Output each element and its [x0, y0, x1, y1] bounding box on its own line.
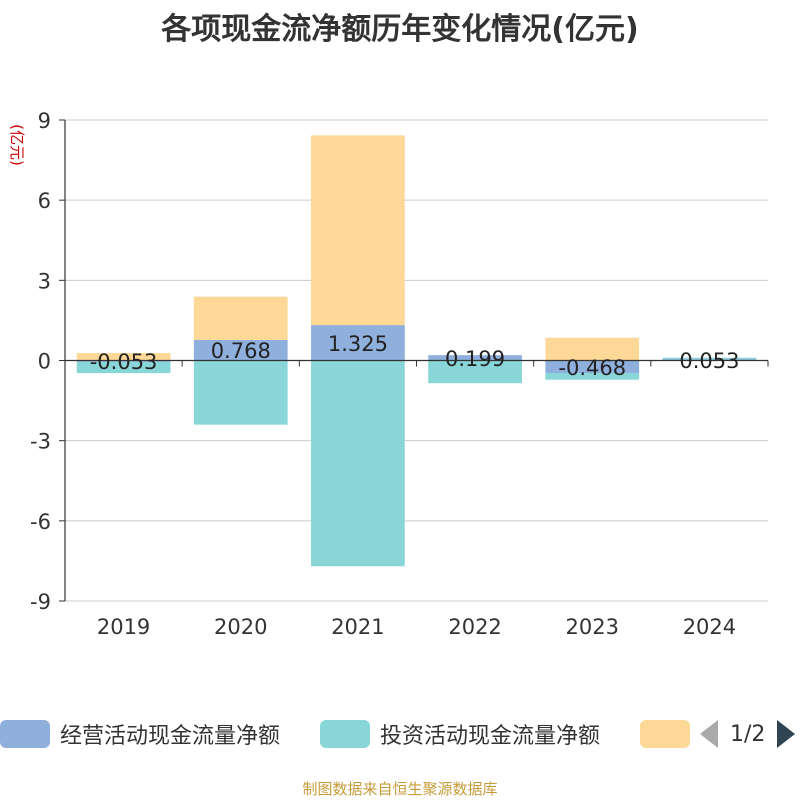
bar-2020-series-1[interactable] [193, 360, 288, 425]
bar-2023-series-0[interactable] [545, 360, 640, 374]
bar-2022-series-0[interactable] [428, 355, 522, 361]
bar-2019-series-0[interactable] [76, 360, 171, 362]
y-tick-label: 9 [38, 109, 51, 133]
chart-title: 各项现金流净额历年变化情况(亿元) [161, 12, 639, 47]
data-label-2022: 0.199 [445, 347, 505, 371]
bar-2021-series-1[interactable] [311, 360, 405, 567]
bar-2023-series-1[interactable] [545, 373, 640, 380]
data-labels: -0.053 0.768 1.325 0.199 -0.468 0.053 [90, 332, 740, 380]
bars [76, 135, 757, 567]
y-tick-label: 6 [38, 189, 51, 213]
y-tick-label: 0 [38, 350, 51, 374]
x-tick-label: 2024 [683, 615, 736, 639]
bar-2019-series-1[interactable] [76, 361, 171, 374]
x-tick-label: 2022 [448, 615, 501, 639]
legend-swatch-operating [0, 720, 50, 748]
data-label-2020: 0.768 [211, 339, 271, 363]
legend-next-icon[interactable] [777, 720, 796, 748]
legend-swatch-investing [320, 720, 370, 748]
bar-2023-series-2[interactable] [545, 337, 640, 361]
y-tick-label: -9 [30, 590, 51, 614]
x-tick-label: 2023 [566, 615, 619, 639]
data-label-2021: 1.325 [328, 332, 388, 356]
data-label-2023: -0.468 [558, 356, 626, 380]
x-tick-label: 2021 [331, 615, 384, 639]
legend-page-indicator: 1/2 [730, 721, 766, 747]
grid-lines [65, 119, 768, 602]
y-axis-title: (亿元) [8, 124, 26, 166]
legend-pager: 1/2 [700, 714, 796, 754]
legend-item-operating[interactable]: 经营活动现金流量净额 [0, 714, 280, 754]
y-tick-label: -6 [30, 510, 51, 534]
bar-2022-series-1[interactable] [428, 360, 522, 384]
chart-plot: 9 6 3 0 -3 -6 -9 2019 2020 2021 2022 2023 2024 -0.05… [8, 109, 769, 639]
legend-prev-icon[interactable] [700, 720, 718, 748]
x-tick-label: 2019 [97, 615, 150, 639]
source-note: 制图数据来自恒生聚源数据库 [302, 780, 498, 798]
bar-2024-series-0[interactable] [662, 359, 757, 361]
bar-2019-series-2[interactable] [76, 353, 171, 361]
data-label-2024: 0.053 [679, 349, 739, 373]
bar-2020-series-2[interactable] [193, 296, 288, 340]
bar-2024-series-1[interactable] [662, 357, 757, 360]
legend: 经营活动现金流量净额 投资活动现金流量净额 1/2 [0, 714, 800, 754]
legend-swatch-third [640, 720, 690, 748]
y-tick-label: -3 [30, 430, 51, 454]
data-label-2019: -0.053 [90, 350, 158, 374]
y-tick-label: 3 [38, 269, 51, 293]
legend-item-third[interactable] [640, 714, 700, 754]
x-tick-label: 2020 [214, 615, 267, 639]
legend-label-operating: 经营活动现金流量净额 [60, 724, 281, 749]
axes: 9 6 3 0 -3 -6 -9 2019 2020 2021 2022 2023 2024 [30, 109, 769, 639]
legend-item-investing[interactable]: 投资活动现金流量净额 [320, 714, 600, 754]
bar-2021-series-2[interactable] [311, 135, 405, 326]
bar-2020-series-0[interactable] [193, 339, 288, 361]
bar-2021-series-0[interactable] [311, 325, 405, 361]
legend-label-investing: 投资活动现金流量净额 [380, 724, 601, 749]
